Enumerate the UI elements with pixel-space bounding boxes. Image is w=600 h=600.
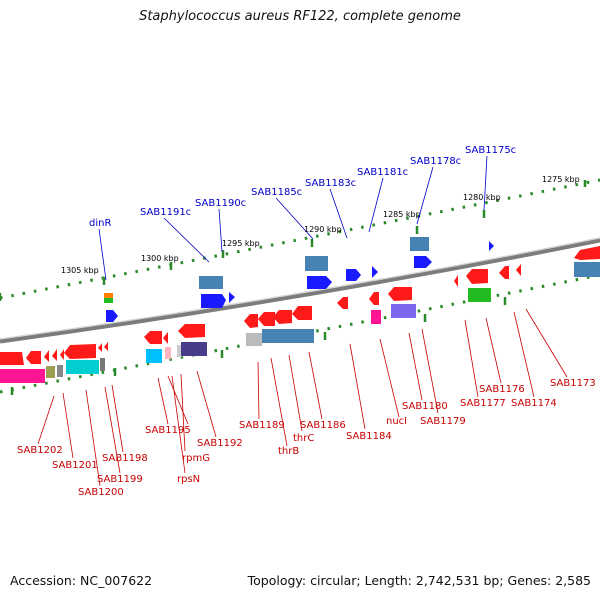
gene-label-blue: SAB1175c [465, 145, 516, 156]
gene-label-red: nucI [386, 416, 407, 427]
tick-label: 1300 kbp [141, 254, 179, 263]
gene-label-blue: SAB1178c [410, 156, 461, 167]
gene-label-red: SAB1200 [78, 487, 124, 498]
gene-label-blue: SAB1191c [140, 207, 191, 218]
gene-label-red: SAB1198 [102, 453, 148, 464]
gene-label-red: SAB1202 [17, 445, 63, 456]
genome-backbone [0, 237, 600, 344]
gene-label-red: SAB1192 [197, 438, 243, 449]
blue-leaders [98, 155, 488, 281]
gene-label-red: SAB1184 [346, 431, 392, 442]
topology-text: Topology: circular; Length: 2,742,531 bp… [247, 573, 591, 588]
red-leaders [37, 308, 568, 487]
tick-label: 1285 kbp [383, 210, 421, 219]
tick-label: 1305 kbp [61, 266, 99, 275]
gene-label-red: SAB1179 [420, 416, 466, 427]
gene-label-red: SAB1176 [479, 384, 525, 395]
gene-label-red: thrB [278, 446, 299, 457]
gene-label-red: rpmG [182, 453, 210, 464]
gene-label-red: SAB1180 [402, 401, 448, 412]
gene-label-blue: SAB1183c [305, 178, 356, 189]
tick-label: 1290 kbp [304, 225, 342, 234]
gene-label-red: SAB1199 [97, 474, 143, 485]
accession-text: Accession: NC_007622 [10, 573, 153, 588]
gene-label-red: SAB1189 [239, 420, 285, 431]
gene-label-blue: SAB1181c [357, 167, 408, 178]
gene-label-red: SAB1201 [52, 460, 98, 471]
gene-label-red: SAB1174 [511, 398, 557, 409]
major-ticks [0, 180, 587, 395]
tick-label: 1280 kbp [463, 193, 501, 202]
gene-label-red: SAB1177 [460, 398, 506, 409]
gene-label-red: SAB1195 [145, 425, 191, 436]
gene-label-blue: dinR [89, 218, 111, 229]
gene-label-red: thrC [293, 433, 314, 444]
gene-label-blue: SAB1190c [195, 198, 246, 209]
map-title: Staphylococcus aureus RF122, complete ge… [139, 9, 461, 24]
tick-label: 1295 kbp [222, 239, 260, 248]
reverse-genes [0, 246, 600, 383]
tick-label: 1275 kbp [542, 175, 580, 184]
gene-label-red: rpsN [177, 474, 200, 485]
forward-genes [104, 237, 600, 322]
gene-label-blue: SAB1185c [251, 187, 302, 198]
gene-label-red: SAB1186 [300, 420, 346, 431]
gene-label-red: SAB1173 [550, 378, 596, 389]
